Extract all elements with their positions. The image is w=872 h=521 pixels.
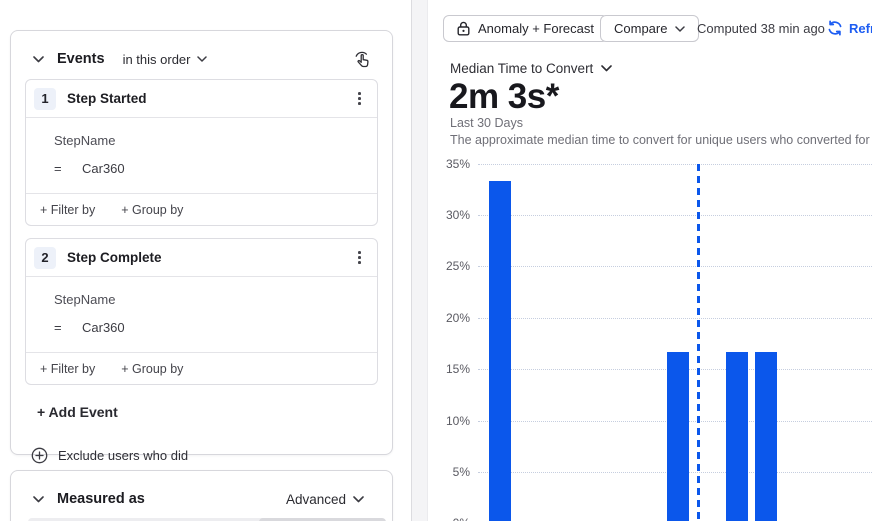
add-event-button[interactable]: + Add Event [37, 404, 118, 420]
metric-selector-dropdown[interactable]: Median Time to Convert [450, 61, 613, 76]
chevron-down-icon[interactable] [33, 495, 44, 503]
y-axis-label: 20% [445, 310, 470, 325]
metric-selector-label: Median Time to Convert [450, 61, 594, 76]
computed-timestamp: Computed 38 min ago [697, 21, 825, 36]
filter-value[interactable]: Car360 [82, 320, 125, 335]
filter-operator[interactable]: = [54, 320, 62, 335]
filter-property[interactable]: StepName [54, 292, 116, 307]
y-axis-label: 10% [445, 413, 470, 428]
measured-as-title: Measured as [57, 491, 145, 507]
filter-value[interactable]: Car360 [82, 161, 125, 176]
anomaly-forecast-label: Anomaly + Forecast [478, 21, 594, 36]
event-order-dropdown[interactable]: in this order [123, 52, 208, 67]
advanced-label: Advanced [285, 491, 346, 507]
histogram-bar[interactable] [754, 351, 777, 521]
events-header: Events in this order [11, 31, 392, 79]
event-step-card-1: 1 Step Started StepName = Car360 + Filte… [25, 79, 378, 226]
metric-date-range: Last 30 Days [450, 116, 523, 130]
event-step-1-header[interactable]: 1 Step Started [26, 80, 377, 118]
anomaly-forecast-button[interactable]: Anomaly + Forecast [443, 15, 608, 42]
filter-property[interactable]: StepName [54, 133, 116, 148]
gridline [478, 214, 872, 216]
chart-panel: Anomaly + Forecast Compare Computed 38 m… [428, 0, 872, 521]
measured-mode-control-partial[interactable] [28, 518, 386, 521]
panel-divider [411, 0, 428, 521]
event-order-label: in this order [122, 51, 191, 67]
step-name[interactable]: Step Started [67, 91, 147, 106]
y-axis-label: 30% [445, 207, 470, 222]
compare-label: Compare [614, 21, 668, 36]
filter-operator[interactable]: = [54, 161, 62, 176]
exclude-users-label: Exclude users who did [58, 448, 189, 463]
refresh-label: Refresh [849, 20, 872, 36]
exclude-users-button[interactable]: Exclude users who did [31, 447, 392, 464]
step-options-kebab-icon[interactable] [354, 247, 365, 268]
lock-icon [457, 21, 470, 36]
plus-circle-icon [31, 447, 48, 464]
gridline [478, 266, 872, 268]
step-name[interactable]: Step Complete [67, 250, 162, 265]
refresh-button[interactable]: Refresh [827, 20, 872, 36]
metric-value: 2m 3s* [449, 77, 559, 116]
chevron-down-icon [675, 25, 686, 32]
group-by-button[interactable]: + Group by [121, 361, 184, 376]
gridline [478, 163, 872, 165]
events-panel: Events in this order 1 Step Started Step… [10, 30, 393, 464]
step-number-badge: 2 [34, 246, 56, 269]
advanced-dropdown[interactable]: Advanced [286, 492, 364, 507]
y-axis-label: 15% [445, 362, 470, 377]
filter-by-button[interactable]: + Filter by [40, 361, 96, 376]
filter-by-button[interactable]: + Filter by [40, 202, 96, 217]
events-title: Events [57, 51, 105, 67]
event-step-card-2: 2 Step Complete StepName = Car360 + Filt… [25, 238, 378, 385]
step-filters: StepName = Car360 [26, 118, 377, 194]
chevron-down-icon [601, 65, 613, 72]
y-axis-label: 5% [452, 464, 470, 479]
metric-description: The approximate median time to convert f… [450, 133, 872, 147]
histogram-bar[interactable] [489, 180, 512, 521]
tap-hand-icon[interactable] [353, 50, 372, 69]
y-axis-label: 35% [445, 156, 470, 171]
refresh-icon [828, 20, 842, 36]
step-options-kebab-icon[interactable] [354, 88, 365, 109]
histogram-bar[interactable] [667, 351, 690, 521]
time-to-convert-chart: 35% 30% 25% 20% 15% 10% 5% 0% [428, 155, 872, 521]
gridline [478, 317, 872, 319]
step-filters: StepName = Car360 [26, 277, 377, 353]
y-axis-label: 25% [445, 259, 470, 274]
step-number-badge: 1 [34, 87, 56, 110]
compare-button[interactable]: Compare [600, 15, 700, 42]
measured-as-header: Measured as Advanced [11, 471, 392, 519]
y-axis-label: 0% [428, 515, 470, 521]
chevron-down-icon [353, 495, 364, 502]
measured-mode-segment[interactable] [259, 518, 386, 521]
median-marker-line [697, 163, 701, 521]
chevron-down-icon [197, 56, 208, 62]
event-step-2-header[interactable]: 2 Step Complete [26, 239, 377, 277]
histogram-bar[interactable] [725, 351, 748, 521]
measured-as-panel: Measured as Advanced [10, 470, 393, 521]
group-by-button[interactable]: + Group by [121, 202, 184, 217]
chevron-down-icon[interactable] [33, 55, 44, 63]
